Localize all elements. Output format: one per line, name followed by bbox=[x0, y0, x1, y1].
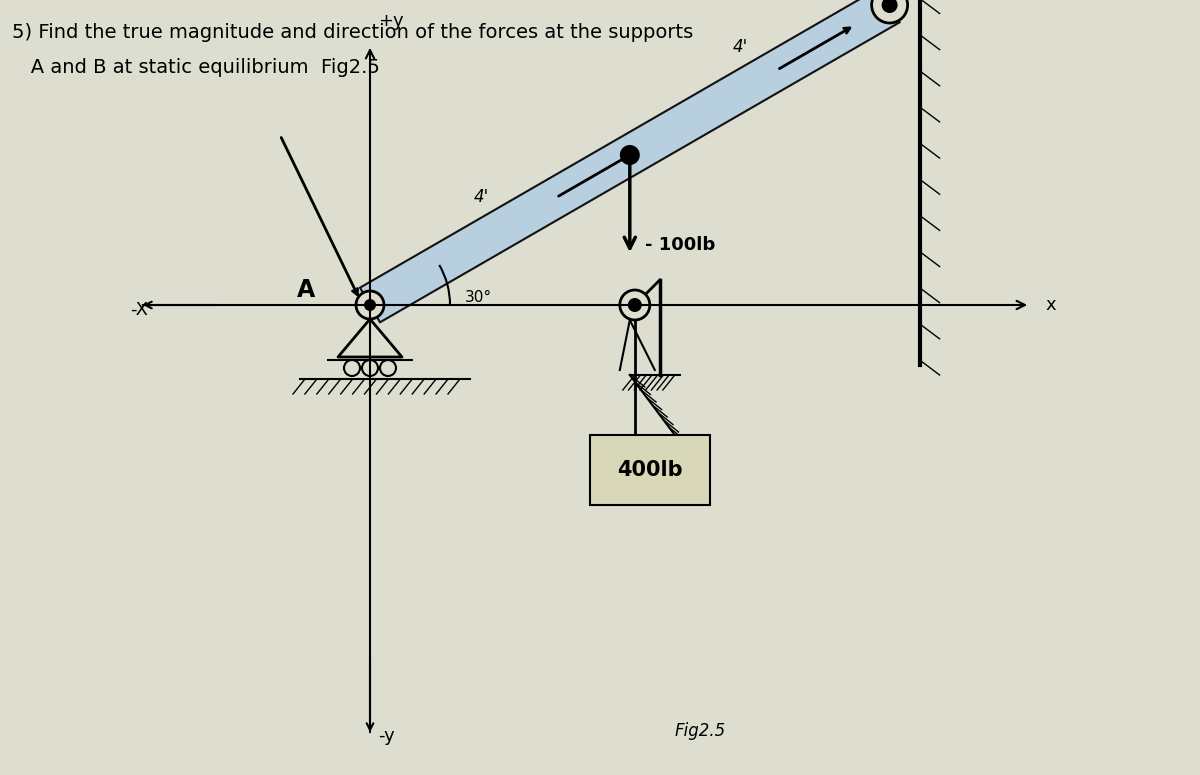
Text: x: x bbox=[1045, 296, 1056, 314]
Text: 5) Find the true magnitude and direction of the forces at the supports: 5) Find the true magnitude and direction… bbox=[12, 23, 694, 43]
Text: 30°: 30° bbox=[466, 290, 492, 305]
Text: Fig2.5: Fig2.5 bbox=[674, 722, 726, 740]
Text: - 100lb: - 100lb bbox=[644, 236, 715, 254]
Circle shape bbox=[871, 0, 907, 23]
Text: A and B at static equilibrium  Fig2.5: A and B at static equilibrium Fig2.5 bbox=[12, 58, 380, 78]
Circle shape bbox=[882, 0, 898, 13]
Text: 400lb: 400lb bbox=[617, 460, 683, 480]
Text: -X: -X bbox=[130, 301, 148, 319]
Text: 4': 4' bbox=[733, 38, 749, 56]
Circle shape bbox=[620, 290, 650, 320]
Circle shape bbox=[628, 298, 642, 312]
Polygon shape bbox=[360, 0, 900, 322]
Bar bbox=[590, 435, 710, 505]
Text: +y: +y bbox=[378, 12, 403, 30]
Circle shape bbox=[356, 291, 384, 319]
Circle shape bbox=[364, 299, 376, 311]
Text: -y: -y bbox=[378, 727, 395, 745]
Text: A: A bbox=[296, 278, 314, 302]
Text: 4': 4' bbox=[473, 188, 488, 206]
Circle shape bbox=[620, 145, 640, 165]
